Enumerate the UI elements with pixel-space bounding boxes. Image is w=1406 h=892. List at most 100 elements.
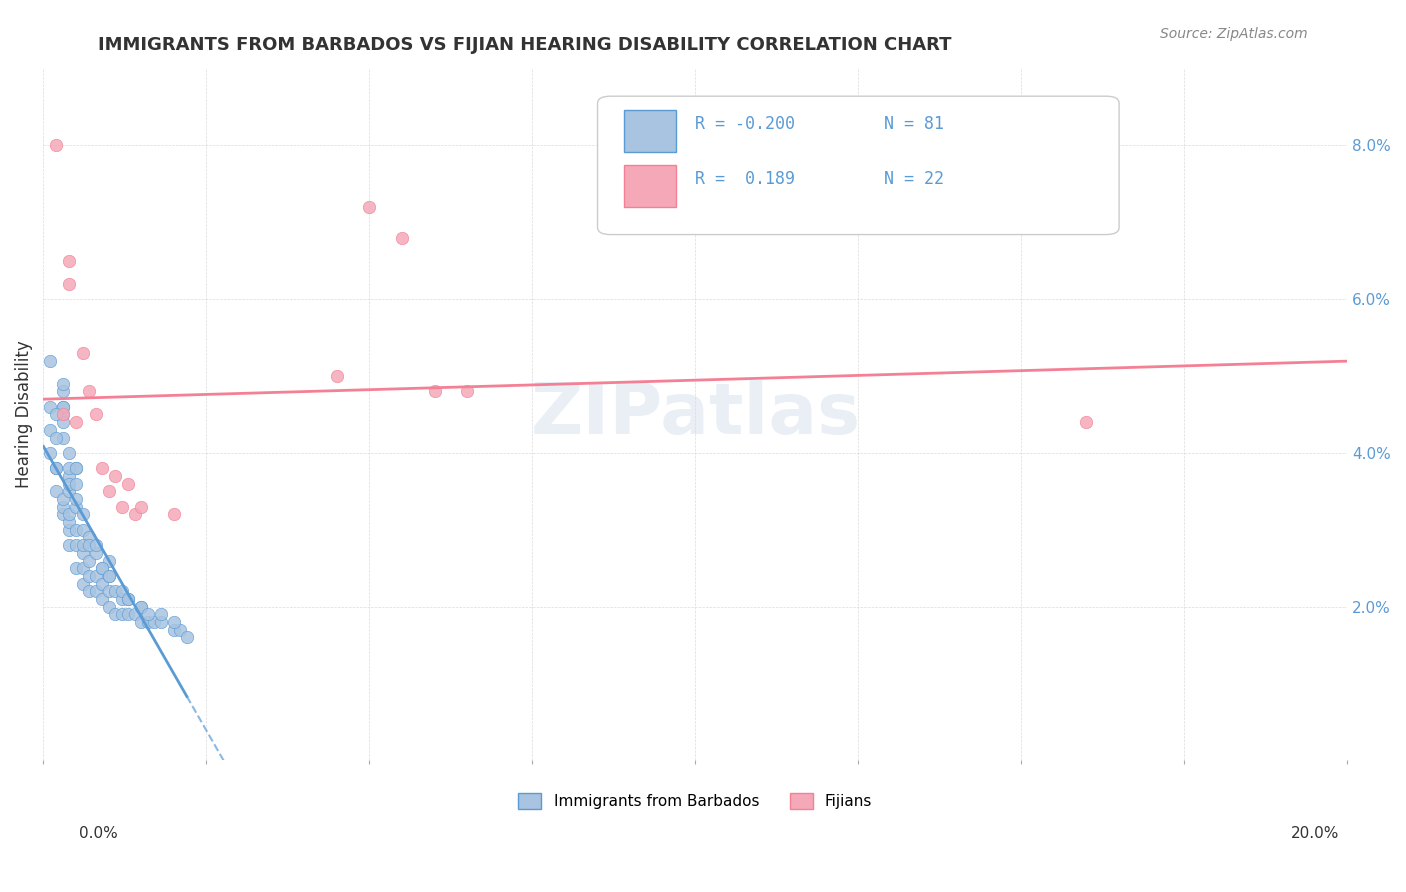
Text: R =  0.189: R = 0.189 [696,170,796,188]
Point [136,615,159,629]
Point [39,400,62,414]
Point [84,569,107,583]
Point [52,376,75,391]
Point [423,384,446,399]
Point [58,461,80,475]
Point [91,561,114,575]
Point [169,623,191,637]
Point [77,384,100,399]
Point [163,508,186,522]
Point [39,353,62,368]
Point [72,538,94,552]
Point [58,469,80,483]
Point [58,515,80,529]
Point [117,591,139,606]
Text: 0.0%: 0.0% [79,827,118,841]
Point [72,546,94,560]
Point [111,607,134,622]
Legend: Immigrants from Barbados, Fijians: Immigrants from Barbados, Fijians [512,787,879,815]
Point [52,430,75,444]
Point [65,538,87,552]
Point [91,561,114,575]
Point [176,631,198,645]
Text: IMMIGRANTS FROM BARBADOS VS FIJIAN HEARING DISABILITY CORRELATION CHART: IMMIGRANTS FROM BARBADOS VS FIJIAN HEARI… [98,36,952,54]
Point [58,253,80,268]
Point [77,553,100,567]
Point [72,508,94,522]
Point [72,523,94,537]
Point [65,461,87,475]
Point [58,476,80,491]
Text: ZIPatlas: ZIPatlas [530,380,860,449]
Point [97,584,120,599]
Point [65,561,87,575]
Point [52,491,75,506]
Point [65,523,87,537]
Point [143,615,166,629]
Point [45,138,67,153]
Point [104,607,127,622]
Point [52,415,75,429]
FancyBboxPatch shape [624,110,676,152]
Text: 20.0%: 20.0% [1291,827,1339,841]
Point [65,500,87,514]
Point [129,500,152,514]
Point [65,491,87,506]
Point [52,408,75,422]
Point [72,346,94,360]
Point [129,599,152,614]
Point [456,384,478,399]
Point [84,538,107,552]
Point [149,615,172,629]
Point [117,591,139,606]
Point [45,408,67,422]
Point [58,508,80,522]
Text: Source: ZipAtlas.com: Source: ZipAtlas.com [1160,27,1308,41]
Point [39,423,62,437]
Point [326,369,349,384]
FancyBboxPatch shape [624,165,676,207]
Point [52,400,75,414]
Point [149,607,172,622]
Point [58,277,80,291]
Point [52,384,75,399]
FancyBboxPatch shape [598,96,1119,235]
Text: N = 22: N = 22 [884,170,945,188]
Point [52,500,75,514]
Point [111,591,134,606]
Point [97,569,120,583]
Point [84,408,107,422]
Point [77,584,100,599]
Point [136,607,159,622]
Point [84,546,107,560]
Point [52,400,75,414]
Point [97,569,120,583]
Point [72,561,94,575]
Point [91,576,114,591]
Point [39,446,62,460]
Point [45,461,67,475]
Point [111,500,134,514]
Point [91,461,114,475]
Point [58,523,80,537]
Point [65,476,87,491]
Point [163,615,186,629]
Point [65,415,87,429]
Point [58,446,80,460]
Point [45,461,67,475]
Point [124,508,146,522]
Y-axis label: Hearing Disability: Hearing Disability [15,341,32,488]
Point [111,584,134,599]
Point [129,599,152,614]
Point [104,584,127,599]
Point [359,200,381,214]
Point [58,538,80,552]
Point [58,484,80,499]
Point [65,461,87,475]
Point [97,553,120,567]
Point [104,469,127,483]
Point [129,615,152,629]
Point [77,538,100,552]
Point [163,623,186,637]
Point [84,584,107,599]
